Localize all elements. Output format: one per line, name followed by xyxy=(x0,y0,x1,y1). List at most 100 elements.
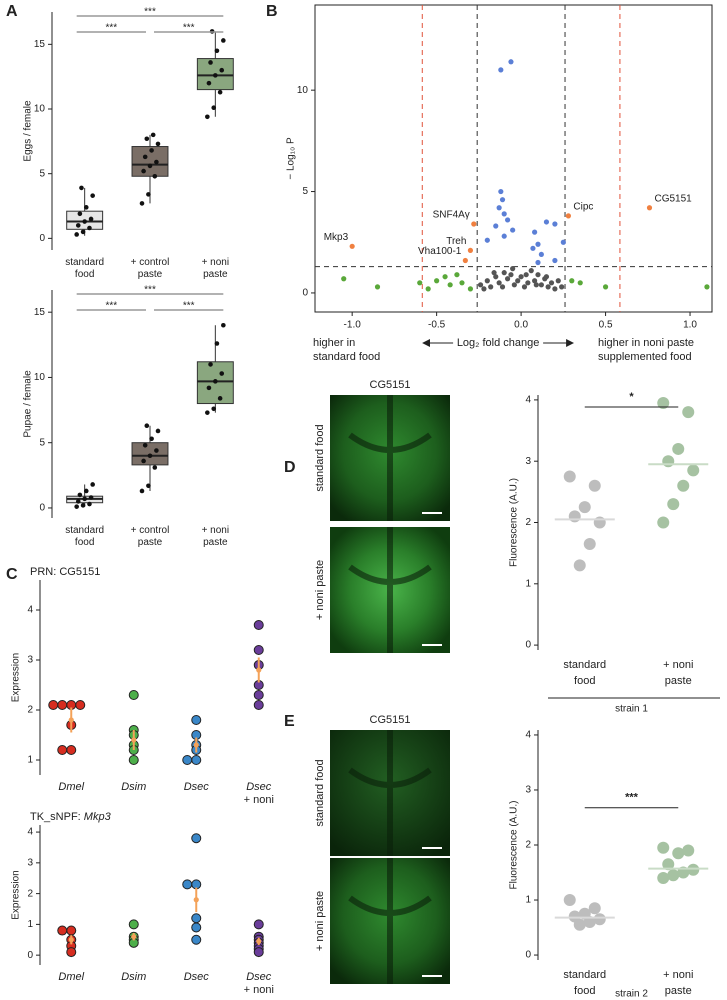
y-tick-label: 2 xyxy=(525,517,531,528)
point xyxy=(206,80,212,86)
point xyxy=(501,233,507,239)
point xyxy=(154,448,159,453)
y-axis-label: Fluorescence (A.U.) xyxy=(509,478,520,567)
point xyxy=(79,185,84,191)
point xyxy=(535,272,541,278)
point xyxy=(88,495,94,500)
x-tick-label-line: standard xyxy=(65,525,104,536)
point xyxy=(146,483,151,489)
micrograph-texture xyxy=(348,730,432,856)
significance-label: *** xyxy=(183,23,195,34)
x-tick-label-line: paste xyxy=(203,269,228,280)
point xyxy=(191,755,202,765)
mean-point xyxy=(193,897,199,903)
point-label: Mkp3 xyxy=(324,232,349,243)
y-tick-label: 2 xyxy=(27,888,33,899)
y-tick-label: 3 xyxy=(525,456,531,467)
point xyxy=(80,503,86,508)
point xyxy=(508,272,514,278)
point xyxy=(208,362,213,367)
point xyxy=(77,492,83,498)
point xyxy=(535,241,541,247)
point xyxy=(563,894,576,907)
x-tick-label: + noni paste xyxy=(202,257,230,280)
point xyxy=(66,925,77,936)
y-axis-label: Eggs / female xyxy=(23,100,34,162)
point xyxy=(75,700,86,710)
y-tick-label: 4 xyxy=(27,827,33,838)
y-tick-label: 2 xyxy=(525,840,531,851)
x-tick-label-line: + noni xyxy=(663,659,693,671)
x-tick-label: Dsec + noni xyxy=(244,781,274,806)
point xyxy=(552,286,558,292)
point-label: Cipc xyxy=(573,202,593,213)
point xyxy=(488,284,494,290)
x-tick-label-line: + noni xyxy=(663,969,693,981)
point xyxy=(219,67,225,73)
point xyxy=(501,211,507,217)
x-tick-label-line: food xyxy=(75,269,94,280)
plot-frame xyxy=(314,4,713,313)
image-label: standard food xyxy=(314,424,326,491)
point xyxy=(501,270,507,276)
x-tick-label: + noni paste xyxy=(663,659,693,687)
x-tick-label: + control paste xyxy=(131,257,170,280)
point xyxy=(667,498,680,511)
y-axis-label: − Log₁₀ P xyxy=(286,137,297,180)
point-label: SNF4Aγ xyxy=(433,210,470,221)
point xyxy=(471,221,477,227)
point xyxy=(657,396,670,409)
x-tick-label-line: paste xyxy=(138,537,163,548)
subtitle: TK_sNPF: Mkp3 xyxy=(30,811,112,823)
annotation-line: higher in xyxy=(313,337,355,349)
point xyxy=(532,229,538,235)
point xyxy=(657,841,670,854)
point xyxy=(214,341,220,346)
point xyxy=(87,501,92,507)
point xyxy=(141,168,146,174)
point xyxy=(535,259,541,266)
point xyxy=(128,919,139,930)
point-label: Vha100-1 xyxy=(418,246,462,257)
group-label: strain 1 xyxy=(615,704,648,715)
point xyxy=(593,913,606,926)
x-tick-label: Dsec xyxy=(184,971,210,983)
y-axis-label: Expression xyxy=(11,653,22,702)
y-axis-label: Pupae / female xyxy=(23,370,34,438)
point xyxy=(552,221,558,227)
y-tick-label: 15 xyxy=(34,307,46,318)
y-tick-label: 5 xyxy=(302,186,308,197)
point xyxy=(511,282,517,288)
point xyxy=(657,872,670,885)
point xyxy=(573,918,586,931)
point xyxy=(583,537,596,550)
point xyxy=(498,67,504,73)
point xyxy=(481,286,487,292)
y-tick-label: 1 xyxy=(27,755,33,766)
point xyxy=(425,286,431,292)
point xyxy=(146,192,151,197)
point xyxy=(662,455,675,468)
point xyxy=(667,869,680,882)
point xyxy=(57,745,68,755)
point xyxy=(253,700,264,710)
point xyxy=(149,436,154,442)
point-label: CG5151 xyxy=(654,193,692,204)
x-tick-label: 0.0 xyxy=(514,320,528,331)
panel-label: D xyxy=(284,459,296,476)
x-tick-label: standard food xyxy=(563,969,606,997)
point xyxy=(253,947,264,958)
x-tick-label: + noni paste xyxy=(663,969,693,997)
point xyxy=(154,159,159,165)
point xyxy=(205,114,210,120)
y-tick-label: 10 xyxy=(34,104,46,115)
significance-label: *** xyxy=(625,792,639,804)
point xyxy=(560,239,566,245)
x-axis-label: Log₂ fold change xyxy=(457,337,540,349)
x-tick-label-line: food xyxy=(574,985,595,997)
y-tick-label: 0 xyxy=(39,233,45,244)
point xyxy=(90,193,95,198)
annotation-line: higher in noni paste xyxy=(598,337,694,349)
point xyxy=(90,482,95,487)
y-tick-label: 5 xyxy=(39,437,45,448)
